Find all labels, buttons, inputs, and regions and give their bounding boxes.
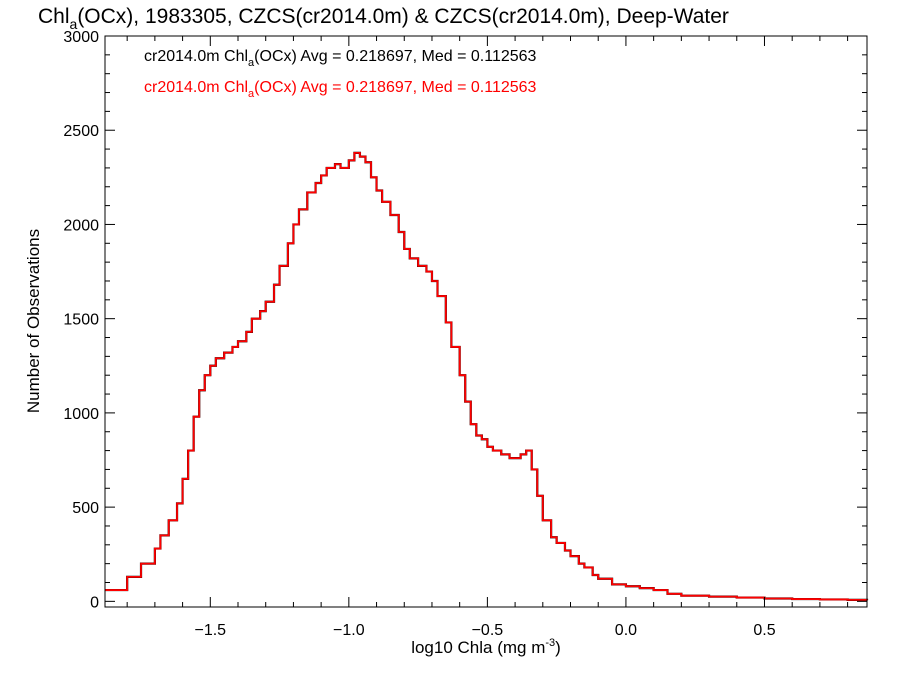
annotation-red-text: cr2014.0m Chla(OCx) Avg = 0.218697, Med … — [144, 79, 537, 100]
x-axis-title: log10 Chla (mg m-3) — [411, 637, 561, 657]
chart-title: Chla(OCx), 1983305, CZCS(cr2014.0m) & CZ… — [38, 5, 729, 32]
histogram-series-red — [105, 151, 868, 601]
y-tick-label: 3000 — [63, 29, 99, 46]
annotation-red-post: (OCx) Avg = 0.218697, Med = 0.112563 — [254, 79, 536, 96]
x-tick-label: 0.5 — [753, 622, 775, 639]
annotation-black-text: cr2014.0m Chla(OCx) Avg = 0.218697, Med … — [144, 48, 537, 69]
axis-ticks: −1.5 −1.0 −0.5 0.0 0.5 0 500 1000 1500 2000 2500 30… — [63, 29, 867, 639]
annotation-black: cr2014.0m Chla(OCx) Avg = 0.218697, Med … — [144, 48, 537, 69]
plot-frame — [104, 35, 868, 608]
chart-title-rest: (OCx), 1983305, CZCS(cr2014.0m) & CZCS(c… — [77, 5, 729, 28]
annotation-black-pre: cr2014.0m Chl — [144, 48, 248, 65]
chart-title-subscript: a — [70, 16, 78, 32]
y-tick-label: 1500 — [63, 312, 99, 329]
series-layer — [105, 151, 869, 601]
annotation-red-subscript: a — [248, 88, 255, 100]
y-tick-label: 1000 — [63, 406, 99, 423]
y-tick-label: 500 — [72, 500, 99, 517]
annotation-black-post: (OCx) Avg = 0.218697, Med = 0.112563 — [254, 48, 536, 65]
x-tick-label: −1.5 — [194, 622, 226, 639]
x-axis-title-close: ) — [555, 638, 561, 657]
x-tick-label: −1.0 — [333, 622, 365, 639]
x-axis-title-main: log10 Chla (mg m — [411, 638, 545, 657]
y-tick-label: 0 — [90, 594, 99, 611]
y-axis-title: Number of Observations — [24, 229, 43, 413]
x-tick-label: −0.5 — [472, 622, 504, 639]
annotation-black-subscript: a — [248, 57, 255, 69]
y-tick-label: 2500 — [63, 123, 99, 140]
x-tick-label: 0.0 — [615, 622, 637, 639]
annotation-red-pre: cr2014.0m Chl — [144, 79, 248, 96]
x-axis-title-superscript: -3 — [545, 637, 555, 649]
y-tick-label: 2000 — [63, 217, 99, 234]
chart-title-main: Chl — [38, 5, 70, 28]
annotation-red: cr2014.0m Chla(OCx) Avg = 0.218697, Med … — [144, 79, 537, 100]
